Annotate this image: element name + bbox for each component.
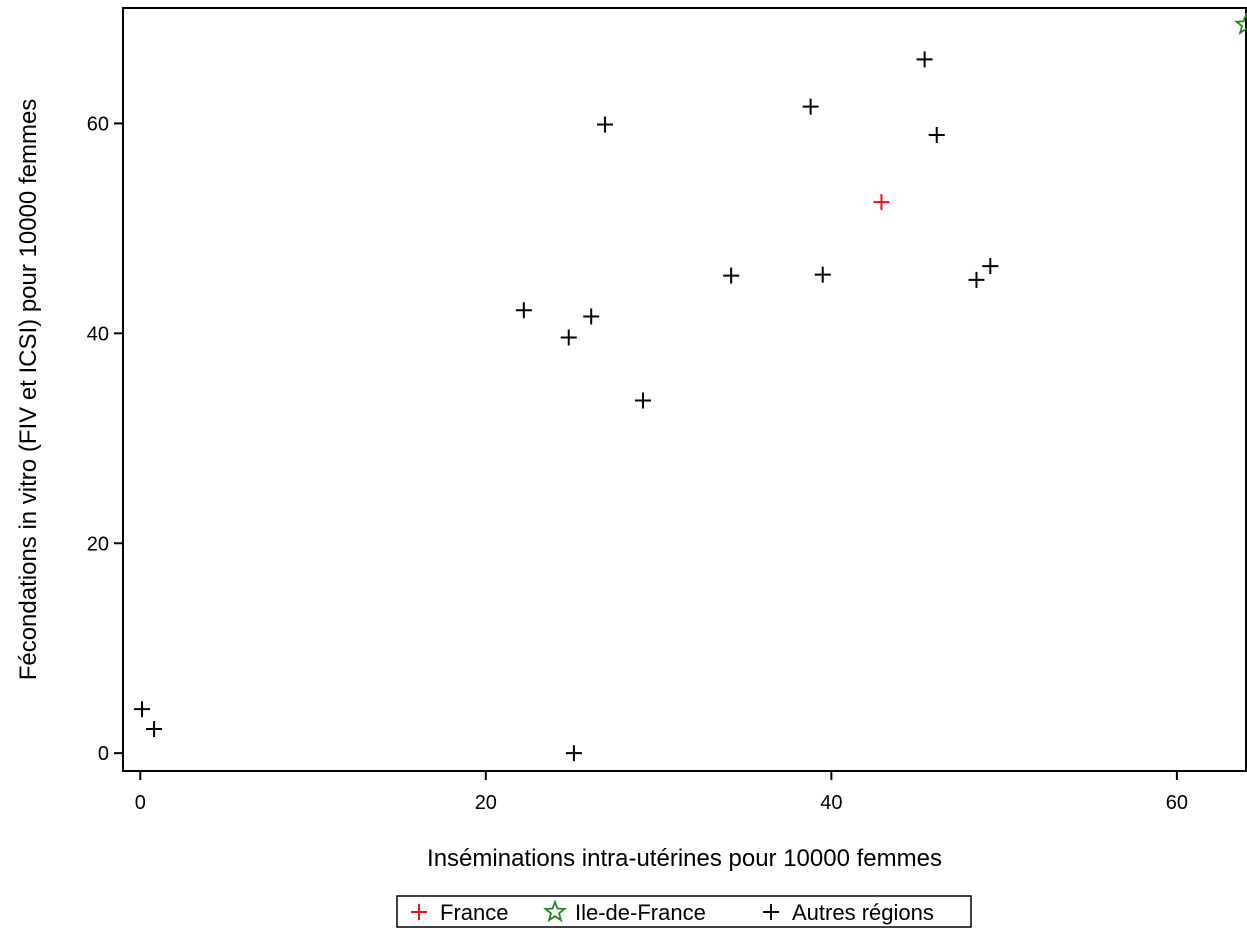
y-tick-label: 0 <box>98 743 109 765</box>
x-tick-label: 60 <box>1166 792 1188 814</box>
x-tick-label: 0 <box>135 792 146 814</box>
y-tick-label: 40 <box>87 323 109 345</box>
data-point-autres-regions <box>597 116 614 133</box>
data-point-autres-regions <box>928 126 945 143</box>
data-point-autres-regions <box>635 392 652 409</box>
data-point-autres-regions <box>968 271 985 288</box>
legend-label-france: France <box>440 900 508 925</box>
legend: France Ile-de-France Autres régions <box>396 895 972 928</box>
data-point-autres-regions <box>583 308 600 325</box>
data-point-autres-regions <box>802 98 819 115</box>
y-tick-label: 20 <box>87 533 109 555</box>
plot-frame <box>122 7 1247 772</box>
legend-marker-ile-de-france <box>543 899 567 923</box>
y-tick-label: 60 <box>87 113 109 135</box>
data-point-autres-regions <box>565 745 582 762</box>
legend-box <box>396 895 972 928</box>
legend-label-autres-regions: Autres régions <box>792 900 934 925</box>
legend-marker-france <box>411 904 427 920</box>
data-point-autres-regions <box>814 266 831 283</box>
data-point-autres-regions <box>982 258 999 275</box>
plot-area-border <box>122 7 1247 772</box>
data-point-autres-regions <box>146 721 163 738</box>
data-point-autres-regions <box>916 51 933 68</box>
data-point-autres-regions <box>134 701 151 718</box>
data-point-autres-regions <box>560 329 577 346</box>
x-axis-title: Inséminations intra-utérines pour 10000 … <box>427 845 942 872</box>
data-point-ile-de-france <box>1234 12 1247 35</box>
legend-label-ile-de-france: Ile-de-France <box>575 900 706 925</box>
axis-ticks: 0 20 40 60 0 20 40 60 <box>87 113 1188 814</box>
x-tick-label: 20 <box>475 792 497 814</box>
x-tick-label: 40 <box>820 792 842 814</box>
y-axis-title: Fécondations in vitro (FIV et ICSI) pour… <box>15 99 42 681</box>
data-points <box>134 12 1247 762</box>
legend-marker-autres-regions <box>763 904 779 920</box>
data-point-autres-regions <box>515 302 532 319</box>
data-point-france <box>873 194 890 211</box>
data-point-autres-regions <box>723 267 740 284</box>
